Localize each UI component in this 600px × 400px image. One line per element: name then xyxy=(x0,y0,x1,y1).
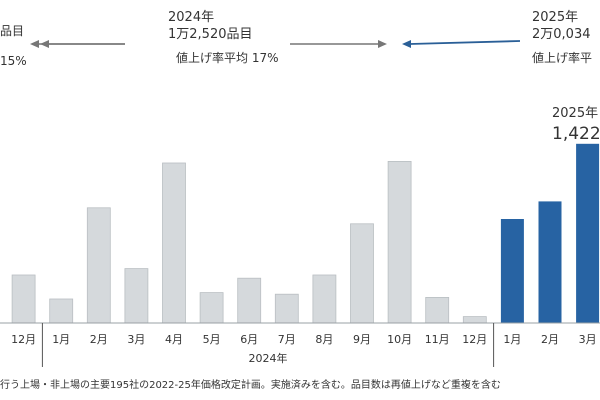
month-label-2024年-6月: 6月 xyxy=(240,333,258,346)
y2024-arrow-left-head xyxy=(40,40,49,48)
month-label-2025年-1月: 1月 xyxy=(503,333,521,346)
prev-count-fragment: 品目 xyxy=(0,24,25,38)
month-label-2024年-4月: 4月 xyxy=(165,333,183,346)
month-label-2024年-10月: 10月 xyxy=(387,333,412,346)
bar-2025年-3月 xyxy=(576,143,600,323)
y2024-arrow-right-head xyxy=(378,40,387,48)
bar-2024年-1月 xyxy=(49,298,74,324)
bars xyxy=(11,143,600,324)
callout-2025-year: 2025年 xyxy=(552,106,599,121)
y2025-arrow-line xyxy=(409,40,521,45)
month-labels: 11月12月1月2月3月4月5月6月7月8月9月10月11月12月1月2月3月4… xyxy=(11,333,597,346)
bar-2024年-11月 xyxy=(425,296,450,324)
callout-2025-value: 1,422 xyxy=(552,124,600,144)
y2025-count: 2万0,034 xyxy=(532,27,591,42)
bar-2023年-12月 xyxy=(11,274,36,324)
bar-2024年-4月 xyxy=(162,162,186,324)
bar-2024年-6月 xyxy=(237,277,262,324)
bar-2024年-9月 xyxy=(350,223,374,324)
month-label-2024年-12月: 12月 xyxy=(462,333,487,346)
bar-2024年-2月 xyxy=(86,207,111,324)
bar-2025年-1月 xyxy=(500,219,524,323)
period-arrows xyxy=(30,40,521,48)
bar-2025年-2月 xyxy=(538,201,562,323)
y2024-rate: 値上げ率平均 17% xyxy=(176,51,279,65)
month-label-2024年-1月: 1月 xyxy=(52,333,70,346)
y2025-year: 2025年 xyxy=(532,10,579,25)
year-label-2024年: 2024年 xyxy=(249,351,288,365)
footnote: 行う上場・非上場の主要195社の2022-25年価格改定計画。実施済みを含む。品… xyxy=(0,380,501,391)
month-label-2025年-3月: 3月 xyxy=(579,333,597,346)
month-label-2025年-2月: 2月 xyxy=(541,333,559,346)
y2025-rate: 値上げ率平 xyxy=(532,51,593,65)
month-label-2024年-3月: 3月 xyxy=(127,333,145,346)
month-label-2024年-8月: 8月 xyxy=(315,333,333,346)
month-label-2024年-7月: 7月 xyxy=(278,333,296,346)
month-label-2024年-9月: 9月 xyxy=(353,333,371,346)
y2024-count: 1万2,520品目 xyxy=(168,27,253,42)
month-label-2024年-11月: 11月 xyxy=(425,333,450,346)
month-label-2024年-2月: 2月 xyxy=(90,333,108,346)
bar-2024年-10月 xyxy=(387,160,412,324)
bar-2024年-12月 xyxy=(462,316,487,324)
bar-2024年-5月 xyxy=(199,292,224,324)
y2025-arrow-left-head xyxy=(402,40,411,48)
month-label-2023年-12月: 12月 xyxy=(11,333,36,346)
prev-period-arrow-right-head xyxy=(30,40,39,48)
x-axis: 2024年2025年 xyxy=(0,322,600,367)
prev-rate-fragment: 15% xyxy=(0,54,27,68)
y2024-year: 2024年 xyxy=(168,10,215,25)
bar-2024年-7月 xyxy=(274,293,299,324)
bar-2024年-3月 xyxy=(124,268,149,324)
month-label-2024年-5月: 5月 xyxy=(203,333,221,346)
bar-2024年-8月 xyxy=(312,274,337,324)
